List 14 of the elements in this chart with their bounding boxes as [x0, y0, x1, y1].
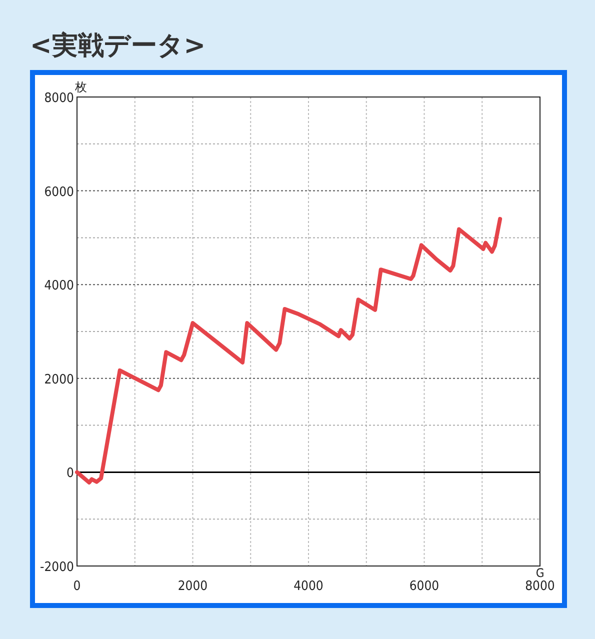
line-series [75, 216, 502, 485]
y-tick-label: 4000 [44, 278, 74, 294]
x-tick-label: 6000 [409, 579, 440, 594]
y-tick-label: -2000 [40, 560, 74, 575]
chart-title: <実戦データ> [30, 30, 206, 63]
x-axis-title: G [536, 566, 544, 580]
y-tick-label: 0 [66, 466, 74, 482]
y-tick-label: 8000 [44, 91, 74, 106]
x-tick-label: 2000 [178, 579, 208, 594]
y-axis-title: 枚 [74, 80, 87, 94]
y-tick-label: 2000 [44, 372, 74, 388]
y-tick-label: 6000 [44, 184, 74, 200]
x-tick-label: 8000 [525, 579, 555, 594]
x-tick-label: 4000 [294, 579, 324, 594]
